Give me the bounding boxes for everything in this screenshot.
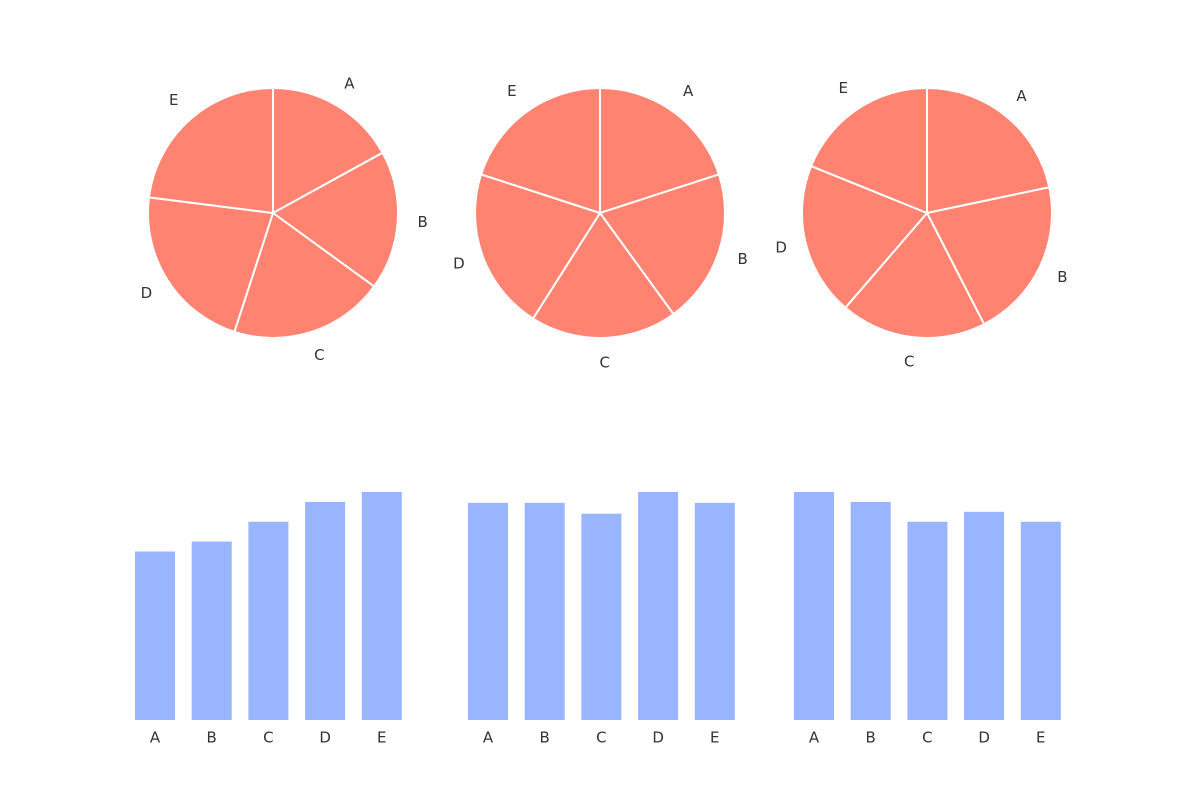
bar — [638, 492, 679, 720]
x-tick-label: A — [809, 729, 820, 747]
slice-label: E — [169, 91, 178, 109]
pie-slice — [925, 186, 1053, 326]
slice-label: E — [507, 82, 516, 100]
x-tick-label: E — [1036, 729, 1045, 747]
pie-slice — [809, 86, 928, 215]
pie-slice — [843, 211, 986, 339]
slice-label: B — [738, 250, 748, 268]
pie-slice — [599, 86, 721, 215]
pie-slice — [233, 211, 376, 339]
bar — [191, 541, 232, 720]
slice-label: B — [418, 213, 428, 231]
bar — [524, 502, 565, 720]
pie-slice — [531, 211, 675, 339]
slice-label: A — [683, 82, 694, 100]
slice-label: B — [1057, 268, 1067, 286]
bar — [581, 513, 622, 720]
x-tick-label: D — [652, 729, 664, 747]
bar — [305, 501, 346, 720]
x-tick-label: C — [596, 729, 606, 747]
x-tick-label: B — [207, 729, 217, 747]
x-tick-label: A — [483, 729, 494, 747]
pie-slice — [272, 86, 384, 215]
pie-slice — [147, 196, 275, 334]
bar — [135, 551, 175, 720]
bar — [361, 492, 402, 720]
x-tick-label: B — [540, 729, 550, 747]
slice-label: D — [141, 284, 153, 302]
x-tick-label: A — [150, 729, 161, 747]
bar — [694, 502, 735, 720]
x-tick-label: B — [866, 729, 876, 747]
bar — [248, 521, 289, 720]
slice-label: A — [1016, 87, 1027, 105]
x-tick-label: C — [922, 729, 932, 747]
x-tick-label: E — [710, 729, 719, 747]
x-tick-label: E — [377, 729, 386, 747]
pie-slice — [801, 164, 929, 310]
bar — [1020, 521, 1061, 720]
slice-label: D — [453, 254, 465, 272]
slice-label: C — [314, 346, 324, 364]
bar — [794, 492, 834, 720]
slice-label: A — [344, 74, 355, 92]
pie-slice — [926, 86, 1051, 215]
slice-label: C — [904, 352, 914, 370]
slice-label: D — [775, 239, 787, 257]
x-tick-label: D — [978, 729, 990, 747]
bar — [907, 521, 948, 720]
slice-label: E — [838, 79, 847, 97]
slice-label: C — [599, 353, 609, 371]
bar — [850, 501, 891, 720]
x-tick-label: C — [263, 729, 273, 747]
pie-slice — [479, 86, 601, 215]
bar — [468, 502, 508, 720]
pie-slice — [598, 173, 726, 316]
x-tick-label: D — [319, 729, 331, 747]
pie-slice — [474, 173, 602, 320]
pie-slice — [147, 86, 274, 215]
pie-slice — [271, 151, 399, 288]
bar — [964, 511, 1005, 720]
